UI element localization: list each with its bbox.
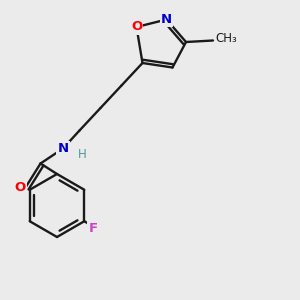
Text: CH₃: CH₃ [215, 32, 237, 46]
Text: H: H [78, 148, 87, 161]
Text: F: F [88, 221, 98, 235]
Text: O: O [131, 20, 142, 34]
Text: O: O [14, 181, 26, 194]
Text: N: N [161, 13, 172, 26]
Text: N: N [57, 142, 69, 155]
